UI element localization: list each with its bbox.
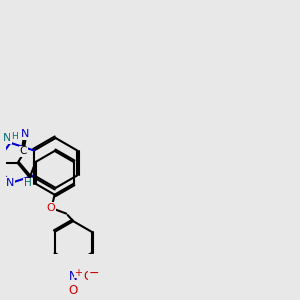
Text: C: C	[20, 146, 27, 156]
Text: +: +	[74, 268, 82, 278]
Text: O: O	[68, 284, 78, 297]
Text: N: N	[3, 133, 11, 143]
Text: N: N	[20, 129, 29, 140]
Text: O: O	[46, 203, 56, 213]
Text: H: H	[11, 132, 18, 141]
Text: N: N	[69, 270, 77, 283]
Text: O: O	[84, 270, 93, 283]
Text: H: H	[24, 178, 32, 188]
Text: N: N	[6, 178, 15, 188]
Text: −: −	[88, 267, 99, 280]
